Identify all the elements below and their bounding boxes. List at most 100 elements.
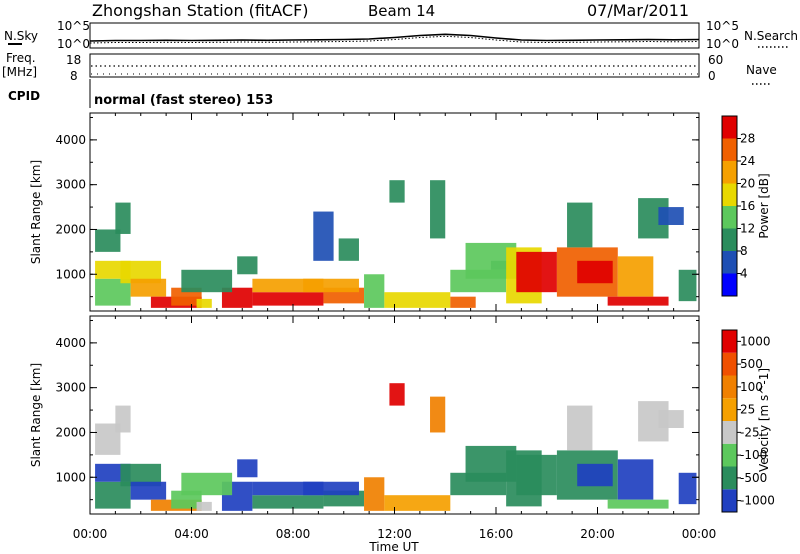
power-colorbar-swatch	[722, 251, 737, 274]
noise-sky-line	[89, 33, 700, 42]
velocity-cell	[430, 396, 446, 433]
power-cell	[364, 274, 385, 308]
power-cell	[120, 260, 162, 284]
power-ytick-label: 3000	[55, 178, 86, 192]
power-axes: 4000 3000 2000 1000	[55, 113, 700, 311]
noise-series	[89, 33, 700, 44]
x-tick-label: 08:00	[276, 527, 311, 541]
nsearch-tick-top: 10^5	[706, 19, 739, 33]
velocity-cell	[389, 383, 405, 406]
velocity-ytick-label: 4000	[55, 336, 86, 350]
power-colorbar-swatch	[722, 138, 737, 161]
x-tick-label: 00:00	[73, 527, 108, 541]
nsky-label: N.Sky	[4, 29, 38, 43]
date-label: 07/Mar/2011	[587, 1, 689, 20]
power-cell	[196, 298, 212, 308]
power-ytick-label: 2000	[55, 222, 86, 236]
velocity-colorbar-tick-label: 25	[740, 403, 755, 417]
freq-label: Freq.	[6, 51, 36, 65]
velocity-cell	[567, 405, 593, 451]
velocity-colorbar-swatch	[722, 352, 737, 376]
velocity-colorbar-swatch	[722, 330, 737, 353]
x-tick-label: 00:00	[682, 527, 717, 541]
velocity-cell	[115, 405, 131, 433]
power-colorbar-tick-label: 28	[740, 132, 755, 146]
power-cell	[678, 269, 697, 302]
power-colorbar-tick-label: 4	[740, 267, 748, 281]
velocity-cell	[237, 459, 258, 478]
power-cell	[130, 278, 167, 297]
power-cell	[252, 292, 324, 306]
power-cell	[607, 296, 669, 306]
power-colorbar-tick-label: 16	[740, 199, 755, 213]
power-colorbar-swatch	[722, 228, 737, 251]
x-tick-label: 20:00	[580, 527, 615, 541]
velocity-colorbar-swatch	[722, 375, 737, 399]
velocity-colorbar-tick-label: -1000	[740, 494, 775, 508]
velocity-colorbar-tick-label: -500	[740, 471, 767, 485]
power-cell	[389, 180, 405, 203]
velocity-cell	[181, 472, 233, 496]
freq-unit-label: [MHz]	[2, 65, 37, 79]
velocity-ytick-label: 3000	[55, 381, 86, 395]
nsky-tick-bottom: 10^0	[57, 37, 90, 51]
power-cell	[338, 238, 359, 261]
x-tick-label: 12:00	[377, 527, 412, 541]
freq-tick-top: 18	[66, 53, 81, 67]
station-title: Zhongshan Station (fitACF)	[92, 1, 309, 20]
freq-tick-bottom: 8	[70, 69, 78, 83]
velocity-axes: 4000 3000 2000 1000	[55, 316, 700, 514]
velocity-colorbar-swatch	[722, 489, 737, 512]
noise-panel-frame	[89, 22, 700, 49]
power-cell	[577, 260, 613, 284]
velocity-cell	[120, 463, 162, 487]
velocity-cell	[678, 472, 697, 505]
power-colorbar-tick-label: 24	[740, 154, 755, 168]
velocity-colorbar-tick-label: -100	[740, 448, 767, 462]
power-colorbar-tick-label: 20	[740, 177, 755, 191]
nsky-tick-top: 10^5	[57, 19, 90, 33]
velocity-cell	[196, 501, 212, 511]
power-heatmap	[95, 180, 697, 308]
noise-search-line	[89, 35, 700, 44]
velocity-colorbar-tick-label: 100	[740, 380, 763, 394]
power-ytick-label: 4000	[55, 133, 86, 147]
nsearch-tick-bottom: 10^0	[706, 37, 739, 51]
power-colorbar-label: Power [dB]	[757, 173, 771, 238]
power-cell	[617, 256, 654, 297]
velocity-ylabel: Slant Range [km]	[29, 363, 43, 467]
power-colorbar-swatch	[722, 206, 737, 229]
power-cell	[237, 256, 258, 275]
power-cell	[450, 296, 476, 308]
velocity-ytick-label: 2000	[55, 425, 86, 439]
power-cell	[384, 292, 451, 308]
nave-tick-top: 60	[708, 53, 723, 67]
velocity-colorbar-swatch	[722, 443, 737, 467]
power-cell	[181, 269, 233, 293]
velocity-cell	[364, 477, 385, 511]
power-colorbar-swatch	[722, 183, 737, 206]
power-cell	[95, 229, 121, 252]
velocity-colorbar-tick-label: 500	[740, 357, 763, 371]
velocity-colorbar-tick-label: -25	[740, 425, 760, 439]
velocity-colorbar-tick-label: 1000	[740, 334, 771, 348]
power-colorbar-swatch	[722, 116, 737, 139]
velocity-cell	[384, 495, 451, 511]
nsearch-label: N.Search	[744, 29, 798, 43]
x-tick-label: 16:00	[479, 527, 514, 541]
beam-label: Beam 14	[368, 2, 435, 20]
velocity-cell	[516, 454, 557, 496]
power-ylabel: Slant Range [km]	[29, 160, 43, 264]
velocity-colorbar-swatch	[722, 466, 737, 490]
power-cell	[516, 251, 557, 293]
power-colorbar-swatch	[722, 273, 737, 296]
velocity-colorbar-swatch	[722, 421, 737, 444]
cpid-text: normal (fast stereo) 153	[94, 93, 273, 108]
power-colorbar-swatch	[722, 161, 737, 184]
power-cell	[313, 211, 334, 261]
velocity-heatmap	[95, 383, 697, 511]
power-colorbar-tick-label: 12	[740, 222, 755, 236]
nave-label: Nave	[746, 63, 777, 77]
power-cell	[567, 202, 593, 248]
